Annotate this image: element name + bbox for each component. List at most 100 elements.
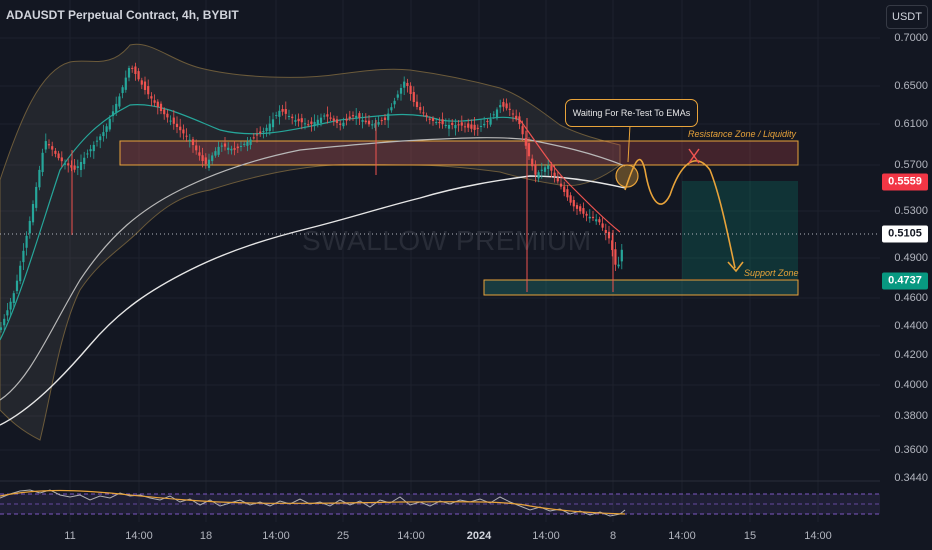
candle-body [278, 110, 281, 117]
time-label: 14:00 [262, 530, 290, 542]
candle-body [559, 183, 563, 187]
candle-body [550, 165, 553, 171]
candle-body [217, 146, 220, 155]
candle-body [460, 122, 463, 126]
candle-body [118, 96, 121, 107]
candle-body [57, 153, 60, 159]
candle-body [316, 119, 319, 125]
candle-body [51, 146, 54, 150]
candle-body [332, 118, 335, 121]
bollinger-band [0, 43, 621, 441]
ema-short-red [519, 119, 621, 233]
candle-body [172, 117, 175, 124]
candle-body [329, 117, 332, 119]
candle-body [604, 229, 607, 233]
candle-body [326, 114, 329, 117]
candle-body [67, 163, 70, 166]
candle-body [409, 85, 412, 94]
candle-body [83, 157, 86, 164]
candle-body [307, 124, 310, 126]
candle-body [454, 125, 457, 129]
candle-body [527, 143, 531, 157]
candle-body [127, 68, 131, 78]
candle-body [355, 115, 358, 118]
candle-body [131, 67, 134, 69]
candle-body [447, 125, 451, 129]
candle-body [569, 195, 572, 203]
price-tag-current: 0.5105 [882, 225, 928, 243]
candle-body [419, 106, 422, 111]
price-tick: 0.7000 [894, 32, 928, 44]
candle-body [383, 117, 387, 120]
resistance-zone [119, 140, 799, 166]
candle-body [243, 143, 246, 145]
price-tick: 0.3440 [894, 472, 928, 484]
candle-body [175, 123, 179, 127]
candle-body [431, 118, 435, 121]
support-zone [483, 279, 799, 296]
candle-body [457, 124, 460, 126]
candle-body [19, 265, 22, 282]
time-label: 14:00 [804, 530, 832, 542]
candle-body [339, 123, 342, 125]
candle-body [540, 169, 543, 171]
candle-body [348, 116, 351, 119]
candle-body [620, 249, 623, 262]
candle-body [553, 172, 556, 176]
candle-body [198, 152, 201, 156]
candle-body [102, 132, 105, 137]
candle-body [470, 124, 473, 129]
price-tick: 0.5700 [894, 159, 928, 171]
candle-body [47, 144, 51, 146]
candle-body [323, 115, 326, 117]
candle-body [428, 118, 431, 120]
candle-body [25, 235, 28, 248]
candle-body [422, 112, 425, 114]
candle-body [499, 105, 502, 108]
time-label: 14:00 [397, 530, 425, 542]
projection-arrowhead [727, 261, 744, 273]
candlesticks [0, 62, 623, 333]
grid [0, 0, 880, 522]
candle-body [63, 163, 67, 165]
candle-body [585, 213, 588, 216]
price-tick: 0.6100 [894, 118, 928, 130]
candle-body [367, 120, 371, 125]
candle-body [22, 250, 25, 263]
candle-body [486, 120, 489, 122]
support-zone-label: Support Zone [744, 268, 799, 278]
candle-body [393, 100, 396, 105]
candle-body [537, 172, 540, 179]
currency-button[interactable]: USDT [886, 5, 928, 29]
candle-body [566, 189, 569, 198]
time-label: 18 [199, 530, 213, 542]
candle-body [38, 169, 41, 188]
time-label: 2024 [466, 530, 492, 542]
rsi-band [0, 494, 880, 514]
candle-body [140, 80, 143, 85]
candle-body [207, 159, 211, 168]
candle-body [153, 100, 156, 103]
ema-short [0, 104, 521, 341]
candle-body [435, 122, 438, 124]
candle-body [361, 120, 364, 122]
candle-body [473, 124, 476, 130]
candle-body [188, 139, 191, 141]
candle-body [195, 145, 198, 151]
candle-body [425, 115, 428, 117]
time-label: 11 [64, 530, 76, 542]
candle-body [492, 114, 495, 116]
candle-body [335, 119, 339, 123]
candle-body [313, 121, 316, 127]
candle-body [611, 240, 614, 251]
price-tick: 0.3800 [894, 410, 928, 422]
candle-body [191, 139, 195, 145]
candle-body [502, 102, 505, 107]
candle-body [505, 103, 508, 109]
candle-body [572, 200, 575, 207]
candle-body [9, 301, 12, 310]
candle-body [271, 119, 275, 128]
candle-body [595, 219, 598, 222]
candle-body [79, 162, 83, 171]
